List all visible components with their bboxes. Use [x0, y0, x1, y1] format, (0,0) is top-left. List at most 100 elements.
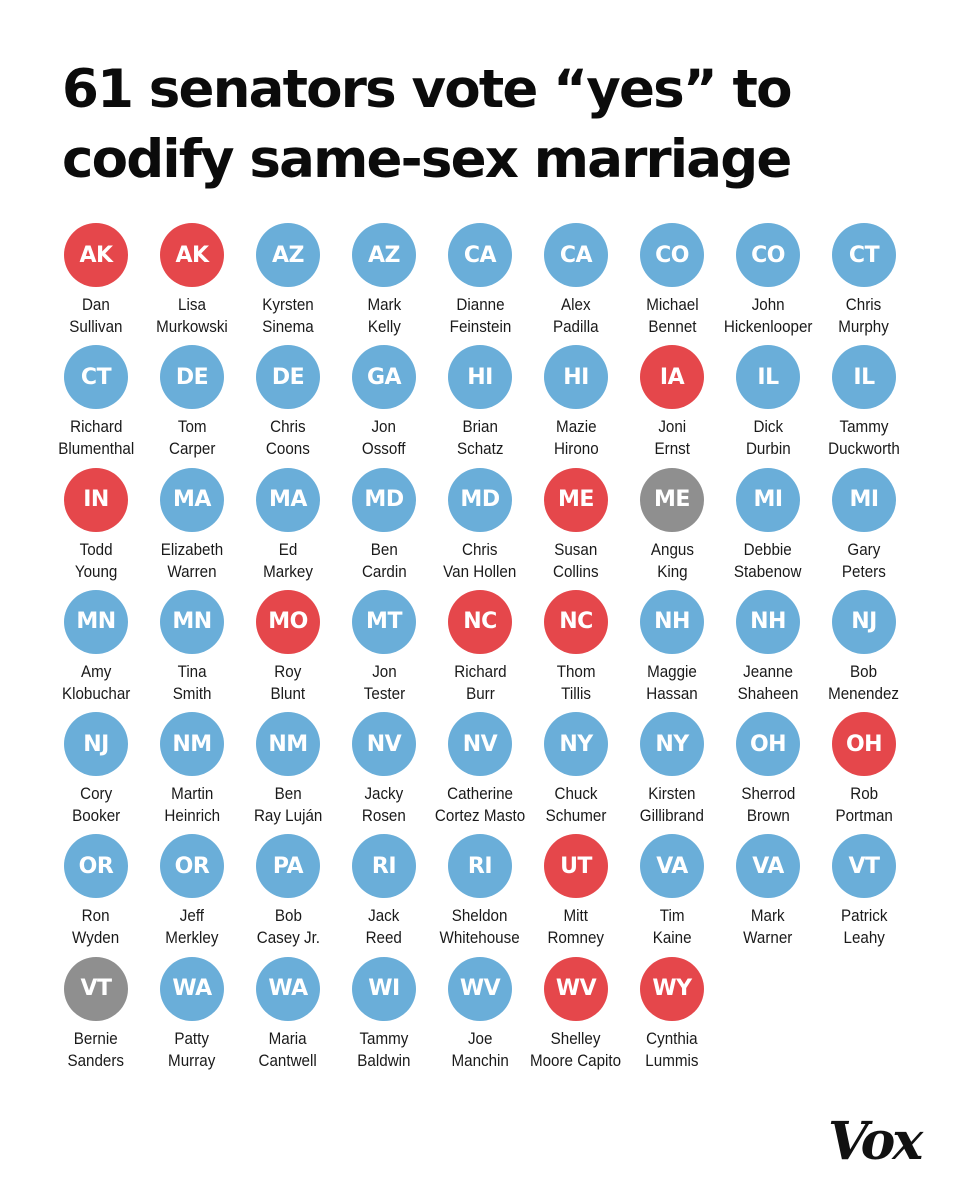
senator-tile: NC Thom Tillis: [528, 589, 624, 712]
state-badge: NH: [640, 589, 704, 654]
senator-tile: OR Jeff Merkley: [144, 834, 240, 956]
senator-last-name: Gillibrand: [639, 807, 705, 826]
state-abbreviation: NV: [366, 731, 402, 757]
state-abbreviation: HI: [563, 364, 589, 390]
senator-last-name: Sinema: [262, 318, 314, 336]
senator-name: Ron Wyden: [72, 905, 119, 949]
senator-name: Tammy Duckworth: [828, 416, 900, 460]
senator-first-name: Dianne: [455, 296, 505, 314]
state-abbreviation: MA: [269, 487, 307, 513]
state-badge: MI: [736, 467, 800, 532]
state-badge: WV: [544, 956, 608, 1021]
senator-first-name: Ed: [278, 540, 298, 559]
senator-first-name: Jon: [371, 418, 397, 437]
vox-logo: Vox: [828, 1111, 923, 1172]
senator-last-name: Tillis: [561, 684, 591, 703]
senator-first-name: Mark: [367, 296, 401, 314]
senator-first-name: Chris: [462, 540, 498, 559]
senator-last-name: Murray: [168, 1051, 216, 1070]
senator-tile: NC Richard Burr: [432, 589, 528, 712]
state-badge: UT: [544, 834, 608, 899]
senator-name: Dianne Feinstein: [449, 294, 511, 338]
senator-last-name: King: [656, 562, 688, 581]
senator-first-name: Martin: [170, 785, 214, 804]
senator-name: Debbie Stabenow: [734, 539, 802, 583]
senator-first-name: Michael: [645, 296, 699, 314]
senator-name: Jacky Rosen: [362, 783, 406, 827]
senator-tile: CO Michael Bennet: [624, 223, 720, 345]
senator-name: Bob Casey Jr.: [256, 905, 319, 949]
state-badge: MA: [160, 467, 224, 532]
state-badge: AZ: [352, 223, 416, 287]
senator-name: Dick Durbin: [746, 416, 791, 460]
senator-last-name: Casey Jr.: [256, 929, 320, 948]
state-badge: NC: [544, 589, 608, 654]
senator-name: Kirsten Gillibrand: [640, 783, 704, 827]
state-abbreviation: NH: [654, 609, 690, 635]
state-abbreviation: WV: [555, 976, 597, 1002]
senator-last-name: Menendez: [828, 684, 900, 703]
state-abbreviation: VT: [80, 976, 112, 1002]
senator-first-name: Tammy: [839, 418, 889, 437]
senator-tile: RI Jack Reed: [336, 834, 432, 956]
state-badge: VT: [64, 956, 128, 1021]
state-badge: OH: [832, 712, 896, 777]
state-badge: MD: [448, 467, 512, 532]
state-abbreviation: AZ: [368, 242, 400, 268]
senator-tile: DE Tom Carper: [144, 345, 240, 467]
senator-first-name: Joe: [467, 1029, 493, 1048]
senator-tile: PA Bob Casey Jr.: [240, 834, 336, 956]
senator-first-name: John: [751, 296, 785, 314]
senator-first-name: Cory: [79, 785, 113, 804]
senator-tile: UT Mitt Romney: [528, 834, 624, 956]
state-abbreviation: WV: [459, 976, 501, 1002]
senator-tile: MD Ben Cardin: [336, 467, 432, 590]
senator-last-name: Booker: [71, 807, 121, 826]
senator-last-name: Kaine: [652, 929, 692, 948]
senator-last-name: Collins: [553, 562, 599, 581]
state-badge: VT: [832, 834, 896, 899]
state-abbreviation: UT: [560, 853, 592, 879]
senator-last-name: Brown: [746, 807, 790, 826]
state-badge: DE: [256, 345, 320, 410]
state-abbreviation: AZ: [272, 242, 304, 268]
senator-name: Rob Portman: [835, 783, 892, 827]
senator-name: Jon Ossoff: [362, 416, 406, 460]
state-badge: MN: [160, 589, 224, 654]
state-badge: CO: [640, 223, 704, 287]
senator-last-name: Warner: [743, 929, 793, 948]
senator-name: Joe Manchin: [451, 1028, 508, 1072]
state-badge: WV: [448, 956, 512, 1021]
senator-first-name: Kyrsten: [262, 296, 314, 314]
senator-first-name: Susan: [554, 540, 598, 559]
senator-name: Ed Markey: [263, 539, 313, 583]
state-abbreviation: IN: [83, 487, 109, 513]
senator-tile: MN Amy Klobuchar: [48, 589, 144, 712]
state-abbreviation: MI: [753, 487, 783, 513]
state-abbreviation: WI: [368, 976, 400, 1002]
senator-name: Richard Burr: [454, 661, 506, 705]
senator-tile: NV Catherine Cortez Masto: [432, 712, 528, 834]
state-badge: ME: [640, 467, 704, 532]
state-abbreviation: AK: [79, 242, 113, 268]
senator-first-name: Mazie: [555, 418, 597, 437]
senator-tile: NY Chuck Schumer: [528, 712, 624, 834]
senator-tile: AK Lisa Murkowski: [144, 223, 240, 345]
senator-last-name: Heinrich: [164, 807, 220, 826]
senator-tile: NH Jeanne Shaheen: [720, 589, 816, 712]
senator-name: Chuck Schumer: [546, 783, 607, 827]
state-badge: AK: [64, 223, 128, 287]
senator-last-name: Rosen: [362, 807, 406, 826]
state-abbreviation: NM: [172, 731, 212, 757]
senator-name: Tina Smith: [173, 661, 212, 705]
senator-tile: MI Gary Peters: [816, 467, 912, 590]
state-abbreviation: NY: [655, 731, 689, 757]
senator-tile: GA Jon Ossoff: [336, 345, 432, 467]
senator-name: Mitt Romney: [548, 905, 605, 949]
senator-last-name: Reed: [365, 929, 403, 948]
state-abbreviation: MN: [76, 609, 116, 635]
senator-tile: CO John Hickenlooper: [720, 223, 816, 345]
senator-name: Sherrod Brown: [741, 783, 795, 827]
senator-tile: WV Joe Manchin: [432, 956, 528, 1079]
state-badge: GA: [352, 345, 416, 410]
